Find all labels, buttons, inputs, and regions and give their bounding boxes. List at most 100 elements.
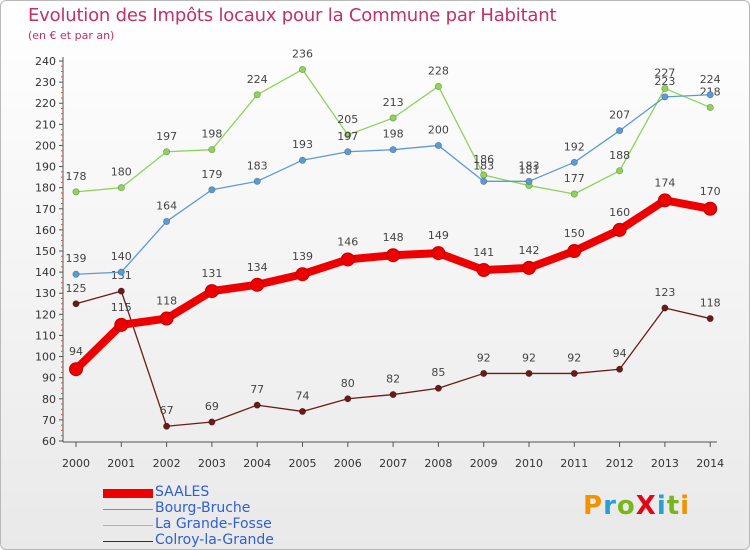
data-label-colroy-la-grande: 85 [431, 366, 445, 379]
data-label-la-grande-fosse: 181 [519, 164, 540, 177]
x-tick-label: 2013 [651, 457, 679, 470]
data-label-colroy-la-grande: 123 [654, 286, 675, 299]
data-point-bourg-bruche [434, 141, 442, 149]
data-point-saales [522, 260, 536, 275]
data-label-saales: 115 [111, 301, 132, 314]
data-point-colroy-la-grande [208, 418, 216, 426]
data-label-colroy-la-grande: 118 [700, 297, 721, 310]
data-label-bourg-bruche: 183 [473, 159, 494, 172]
data-point-colroy-la-grande [389, 391, 397, 399]
data-point-bourg-bruche [208, 186, 216, 194]
y-tick-label: 200 [35, 139, 56, 152]
data-point-colroy-la-grande [253, 401, 261, 409]
legend-label-saales: SAALES [155, 484, 210, 500]
data-point-bourg-bruche [72, 270, 80, 278]
data-point-la-grande-fosse [72, 188, 80, 196]
legend-swatch-colroy-la-grande [103, 541, 153, 542]
chart-subtitle: (en € et par an) [28, 29, 115, 42]
data-label-saales: 174 [654, 176, 675, 189]
data-point-saales [657, 193, 672, 208]
data-point-la-grande-fosse [298, 65, 306, 73]
data-label-colroy-la-grande: 92 [477, 351, 491, 364]
x-tick-label: 2011 [560, 457, 588, 470]
chart-title: Evolution des Impôts locaux pour la Comm… [28, 5, 557, 26]
data-label-colroy-la-grande: 82 [386, 373, 400, 386]
y-tick-label: 70 [42, 414, 56, 427]
data-point-colroy-la-grande [298, 407, 306, 415]
y-tick-label: 240 [35, 55, 56, 68]
data-label-bourg-bruche: 183 [519, 159, 540, 172]
data-label-la-grande-fosse: 188 [609, 149, 630, 162]
data-point-saales [476, 263, 491, 277]
x-tick-label: 2002 [153, 457, 181, 470]
data-label-saales: 131 [201, 267, 222, 280]
data-point-la-grande-fosse [344, 131, 352, 139]
data-label-colroy-la-grande: 94 [613, 347, 627, 360]
data-label-colroy-la-grande: 77 [250, 383, 264, 396]
data-label-saales: 139 [292, 250, 313, 263]
data-label-la-grande-fosse: 197 [156, 130, 177, 143]
data-point-saales [340, 252, 355, 267]
data-label-saales: 150 [564, 227, 585, 240]
legend-swatch-bourg-bruche [103, 509, 153, 510]
data-point-saales [204, 284, 219, 299]
data-point-saales [159, 311, 174, 326]
data-label-bourg-bruche: 183 [247, 159, 268, 172]
data-point-bourg-bruche [163, 217, 171, 225]
data-point-colroy-la-grande [480, 369, 488, 377]
data-label-la-grande-fosse: 213 [383, 96, 404, 109]
data-label-colroy-la-grande: 69 [205, 400, 219, 413]
data-point-colroy-la-grande [163, 422, 171, 430]
data-point-bourg-bruche [253, 177, 261, 185]
data-label-bourg-bruche: 223 [654, 75, 675, 88]
data-label-bourg-bruche: 207 [609, 109, 630, 122]
x-tick-label: 2004 [243, 457, 271, 470]
data-point-la-grande-fosse [434, 82, 442, 90]
data-point-colroy-la-grande [525, 369, 533, 377]
data-point-colroy-la-grande [706, 315, 714, 323]
y-tick-label: 190 [35, 161, 56, 174]
legend-swatch-saales [103, 489, 153, 498]
data-label-la-grande-fosse: 227 [654, 66, 675, 79]
data-label-colroy-la-grande: 125 [66, 282, 87, 295]
data-point-bourg-bruche [298, 156, 306, 164]
data-point-colroy-la-grande [616, 365, 624, 373]
y-tick-label: 220 [35, 97, 56, 110]
data-point-bourg-bruche [706, 91, 714, 99]
legend-label-la-grande-fosse: La Grande-Fosse [155, 516, 272, 532]
data-point-la-grande-fosse [389, 114, 397, 122]
data-label-la-grande-fosse: 178 [66, 170, 87, 183]
y-tick-label: 210 [35, 118, 56, 131]
y-tick-label: 80 [42, 393, 56, 406]
x-tick-label: 2000 [62, 457, 90, 470]
data-label-bourg-bruche: 140 [111, 250, 132, 263]
x-tick-label: 2001 [107, 457, 135, 470]
y-tick-label: 170 [35, 203, 56, 216]
data-label-colroy-la-grande: 92 [567, 351, 581, 364]
data-point-colroy-la-grande [570, 369, 578, 377]
y-tick-label: 110 [35, 329, 56, 342]
y-tick-label: 60 [42, 435, 56, 448]
data-label-saales: 148 [383, 231, 404, 244]
data-label-la-grande-fosse: 186 [473, 153, 494, 166]
legend-swatch-la-grande-fosse [103, 525, 153, 526]
data-point-saales [703, 201, 718, 216]
data-label-saales: 134 [247, 261, 268, 274]
data-point-bourg-bruche [480, 177, 488, 185]
data-label-la-grande-fosse: 198 [201, 128, 222, 141]
data-point-bourg-bruche [570, 158, 578, 166]
data-point-la-grande-fosse [117, 184, 125, 192]
y-tick-label: 160 [35, 224, 56, 237]
legend-label-bourg-bruche: Bourg-Bruche [155, 500, 251, 516]
data-label-la-grande-fosse: 177 [564, 172, 585, 185]
y-tick-label: 100 [35, 351, 56, 364]
data-point-colroy-la-grande [661, 304, 669, 312]
y-tick-label: 120 [35, 308, 56, 321]
data-label-bourg-bruche: 139 [66, 252, 87, 265]
data-label-saales: 149 [428, 229, 449, 242]
data-point-saales [386, 248, 401, 263]
data-label-bourg-bruche: 164 [156, 199, 177, 212]
data-point-saales [567, 244, 582, 258]
data-label-bourg-bruche: 179 [201, 168, 222, 181]
